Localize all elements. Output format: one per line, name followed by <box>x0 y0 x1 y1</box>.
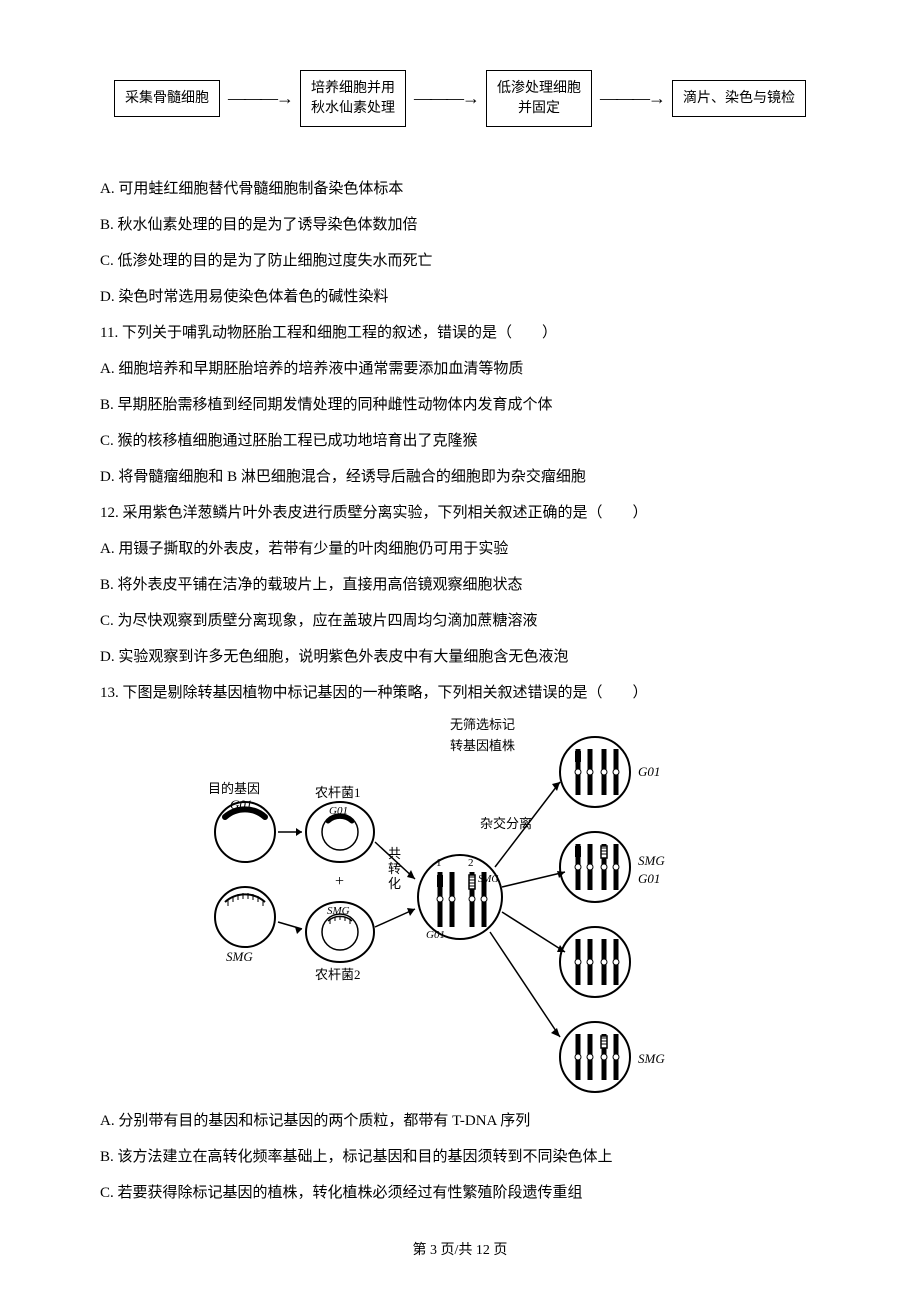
agro2-label: 农杆菌2 <box>315 965 361 986</box>
center-g01-label: G01 <box>426 927 445 945</box>
result1-g01-label: G01 <box>638 762 660 783</box>
q10-option-c: C. 低渗处理的目的是为了防止细胞过度失水而死亡 <box>100 249 820 273</box>
q12-option-c: C. 为尽快观察到质壁分离现象，应在盖玻片四周均匀滴加蔗糖溶液 <box>100 609 820 633</box>
q13-diagram: 无筛选标记 转基因植株 目的基因 G01 SMG 农杆菌1 农杆菌2 G01 S… <box>190 717 730 1097</box>
diagram-title-label: 无筛选标记 转基因植株 <box>450 715 515 757</box>
q12-stem: 12. 采用紫色洋葱鳞片叶外表皮进行质壁分离实验，下列相关叙述正确的是（ ） <box>100 501 820 525</box>
flowchart-q10: 采集骨髓细胞 ———→ 培养细胞并用 秋水仙素处理 ———→ 低渗处理细胞 并固… <box>100 70 820 127</box>
flow-arrow-icon: ———→ <box>600 84 664 113</box>
q13-stem: 13. 下图是剔除转基因植物中标记基因的一种策略，下列相关叙述错误的是（ ） <box>100 681 820 705</box>
result2-g01-label: G01 <box>638 869 660 890</box>
flow-box-4: 滴片、染色与镜检 <box>672 80 806 118</box>
co-transform-label: 共 转 化 <box>388 847 401 892</box>
flow-arrow-icon: ———→ <box>228 84 292 113</box>
q11-option-d: D. 将骨髓瘤细胞和 B 淋巴细胞混合，经诱导后融合的细胞即为杂交瘤细胞 <box>100 465 820 489</box>
chrom2-label: 2 <box>468 855 474 873</box>
q11-option-a: A. 细胞培养和早期胚胎培养的培养液中通常需要添加血清等物质 <box>100 357 820 381</box>
agro2-smg-label: SMG <box>327 903 350 921</box>
smg-label: SMG <box>226 947 253 968</box>
chrom1-label: 1 <box>436 855 442 873</box>
q10-option-d: D. 染色时常选用易使染色体着色的碱性染料 <box>100 285 820 309</box>
q13-option-b: B. 该方法建立在高转化频率基础上，标记基因和目的基因须转到不同染色体上 <box>100 1145 820 1169</box>
q10-option-a: A. 可用蛙红细胞替代骨髓细胞制备染色体标本 <box>100 177 820 201</box>
q13-option-c: C. 若要获得除标记基因的植株，转化植株必须经过有性繁殖阶段遗传重组 <box>100 1181 820 1205</box>
result4-smg-label: SMG <box>638 1049 665 1070</box>
g01-label: G01 <box>230 795 252 816</box>
q12-option-a: A. 用镊子撕取的外表皮，若带有少量的叶肉细胞仍可用于实验 <box>100 537 820 561</box>
flow-arrow-icon: ———→ <box>414 84 478 113</box>
q11-option-c: C. 猴的核移植细胞通过胚胎工程已成功地培育出了克隆猴 <box>100 429 820 453</box>
center-smg-label: SMG <box>478 872 499 888</box>
flow-box-3: 低渗处理细胞 并固定 <box>486 70 592 127</box>
q11-stem: 11. 下列关于哺乳动物胚胎工程和细胞工程的叙述，错误的是（ ） <box>100 321 820 345</box>
cross-sep-label: 杂交分离 <box>480 814 532 835</box>
flow-box-1: 采集骨髓细胞 <box>114 80 220 118</box>
flow-box-2: 培养细胞并用 秋水仙素处理 <box>300 70 406 127</box>
q12-option-d: D. 实验观察到许多无色细胞，说明紫色外表皮中有大量细胞含无色液泡 <box>100 645 820 669</box>
agro1-g01-label: G01 <box>329 803 348 821</box>
q12-option-b: B. 将外表皮平铺在洁净的载玻片上，直接用高倍镜观察细胞状态 <box>100 573 820 597</box>
agro1-label: 农杆菌1 <box>315 783 361 804</box>
page-footer: 第 3 页/共 12 页 <box>0 1240 920 1262</box>
q13-option-a: A. 分别带有目的基因和标记基因的两个质粒，都带有 T-DNA 序列 <box>100 1109 820 1133</box>
q11-option-b: B. 早期胚胎需移植到经同期发情处理的同种雌性动物体内发育成个体 <box>100 393 820 417</box>
plus-label: + <box>335 869 344 895</box>
q10-option-b: B. 秋水仙素处理的目的是为了诱导染色体数加倍 <box>100 213 820 237</box>
